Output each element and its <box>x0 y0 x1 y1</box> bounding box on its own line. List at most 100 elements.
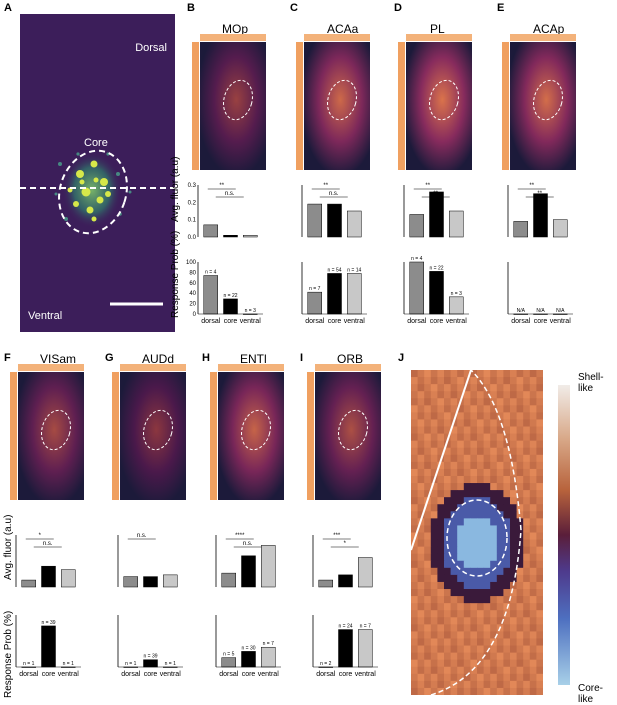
heatmap-cell <box>450 384 458 392</box>
bar <box>223 298 238 315</box>
heatmap-cell <box>477 468 485 477</box>
heatmap-cell <box>483 483 491 491</box>
heatmap-cell <box>463 673 471 682</box>
heatmap-cell <box>411 659 419 668</box>
panel-letter-d: D <box>394 2 402 14</box>
heatmap-cell <box>523 398 531 406</box>
bar-chart-svg: 0.0 0.1 0.2 0.3 **n.s. <box>188 183 258 241</box>
heatmap-cell <box>463 426 471 435</box>
heatmap-cell <box>463 447 471 456</box>
heatmap-cell <box>444 497 452 505</box>
heatmap-cell <box>516 652 524 661</box>
heatmap-cell <box>463 454 471 463</box>
heatmap-cell <box>424 560 432 569</box>
heatmap-cell <box>516 687 524 695</box>
region-heatmap <box>206 362 286 502</box>
heatmap-cell <box>437 652 445 661</box>
heatmap-cell <box>424 412 432 420</box>
heatmap-cell <box>417 553 425 562</box>
heatmap-cell <box>411 497 419 505</box>
heatmap-cell <box>496 574 504 583</box>
heatmap-cell <box>457 433 465 442</box>
heatmap-cell <box>424 603 432 611</box>
heatmap-cell <box>477 659 485 668</box>
heatmap-cell <box>503 525 511 533</box>
heatmap-cell <box>430 391 438 399</box>
heatmap-cell <box>444 475 452 484</box>
heatmap-cell <box>411 468 419 477</box>
heatmap-cell <box>503 539 511 548</box>
heatmap-cell <box>490 645 498 654</box>
heatmap-cell <box>510 461 518 470</box>
heatmap-cell <box>430 596 438 604</box>
bar <box>449 296 464 315</box>
left-profile <box>112 372 119 500</box>
heatmap-cell <box>424 468 432 477</box>
heatmap-cell <box>444 483 452 491</box>
bar <box>429 191 444 238</box>
heatmap-cell <box>424 405 432 413</box>
heatmap-cell <box>457 440 465 449</box>
bar <box>533 193 548 238</box>
heatmap-cell <box>457 631 465 639</box>
heatmap-cell <box>536 574 543 583</box>
bar-chart: ** n.s. <box>280 173 377 255</box>
core-outline <box>533 79 563 121</box>
heatmap-cell <box>424 490 432 498</box>
heatmap-cell <box>417 419 425 428</box>
bar <box>513 221 528 238</box>
heatmap-cell <box>437 638 445 647</box>
heatmap-cell <box>477 603 485 611</box>
heatmap-cell <box>496 617 504 625</box>
heatmap-cell <box>463 405 471 413</box>
core-boundary <box>446 499 508 577</box>
heatmap-cell <box>510 567 518 576</box>
heatmap-cell <box>457 589 465 597</box>
heatmap-cell <box>477 433 485 442</box>
region-title: PL <box>430 22 445 36</box>
heatmap-cell <box>424 631 432 639</box>
bar-chart-svg: n = 4 n = 22 n = 3 0 20 40 60 80 100 dorsal core ve… <box>186 260 263 325</box>
heatmap-cell <box>490 589 498 597</box>
heatmap-cell <box>490 391 498 399</box>
heatmap-cell <box>529 581 537 590</box>
heatmap-cell <box>477 426 485 435</box>
bar-chart: n = 7 n = 54 n = 14 dorsal core ventral <box>280 250 377 332</box>
heatmap-cell <box>444 461 452 470</box>
x-tick-label: ventral <box>160 671 181 678</box>
heatmap-cell <box>536 398 543 406</box>
bar-chart-svg: **** <box>403 183 464 238</box>
heatmap-cell <box>503 659 511 668</box>
heatmap-cell <box>496 687 504 695</box>
heatmap-cell <box>470 497 478 505</box>
heatmap-cell <box>536 560 543 569</box>
heatmap-cell <box>457 454 465 463</box>
heatmap-cell <box>457 567 465 576</box>
heatmap-cell <box>444 546 452 555</box>
fluor-ylabel-bottom: Avg. fluor (a.u) <box>3 514 14 580</box>
heatmap-cell <box>496 596 504 604</box>
x-tick-label: core <box>144 671 158 678</box>
bar <box>203 224 218 238</box>
heatmap-cell <box>430 652 438 661</box>
dorsal-label: Dorsal <box>135 42 167 54</box>
heatmap-cell <box>529 645 537 654</box>
x-tick-label: ventral <box>240 318 261 325</box>
heatmap-cell <box>457 673 465 682</box>
heatmap-cell <box>424 398 432 406</box>
core-outline <box>143 409 173 451</box>
heatmap-cell <box>417 546 425 555</box>
heatmap-cell <box>510 504 518 512</box>
heatmap-cell <box>503 581 511 590</box>
heatmap-cell <box>430 574 438 583</box>
bar-chart: n = 1 n = 39 n = 1 dorsal core ventral <box>96 603 193 685</box>
bar <box>307 203 322 238</box>
heatmap-cell <box>470 539 478 548</box>
bar-chart-svg: n = 2 n = 24 n = 7 dorsal core ventral <box>312 615 378 678</box>
x-tick-label: core <box>339 671 353 678</box>
heatmap-cell <box>411 391 419 399</box>
heatmap-cell <box>477 581 485 590</box>
heatmap-cell <box>444 680 452 689</box>
heatmap-cell <box>463 419 471 428</box>
heatmap-cell <box>417 447 425 456</box>
